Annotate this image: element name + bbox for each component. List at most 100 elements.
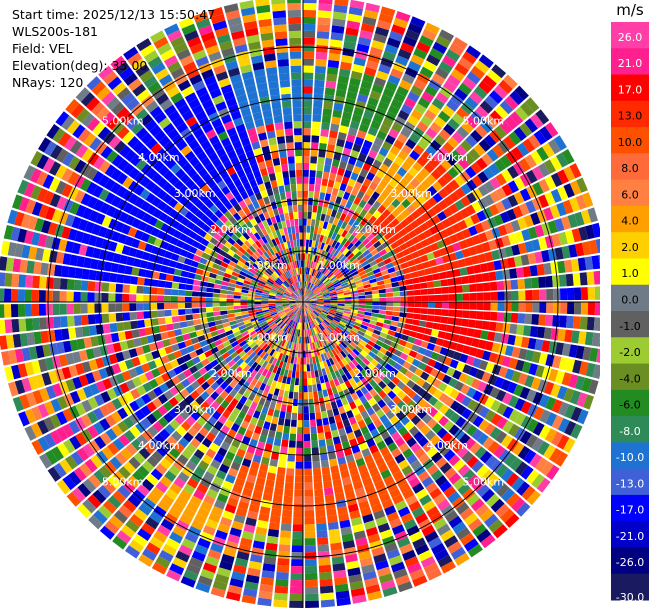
range-gate	[478, 184, 489, 197]
range-gate	[563, 437, 576, 454]
range-gate	[404, 97, 417, 109]
range-gate	[195, 329, 204, 337]
range-gate	[179, 233, 189, 242]
range-gate	[514, 106, 529, 121]
range-gate	[380, 227, 389, 236]
range-gate	[468, 347, 478, 357]
range-gate	[373, 375, 382, 385]
range-gate	[303, 322, 305, 330]
range-gate	[317, 316, 324, 322]
range-gate	[283, 340, 288, 348]
range-gate	[144, 224, 154, 235]
range-gate	[448, 179, 460, 191]
range-gate	[254, 292, 263, 296]
range-gate	[324, 214, 331, 223]
range-gate	[289, 600, 303, 608]
range-gate	[293, 517, 303, 525]
range-gate	[225, 191, 235, 201]
range-gate	[365, 241, 373, 249]
range-gate	[233, 330, 241, 337]
range-gate	[364, 291, 373, 295]
range-gate	[546, 464, 560, 480]
range-gate	[44, 401, 56, 416]
range-gate	[294, 489, 303, 497]
range-gate	[167, 352, 176, 362]
range-gate	[402, 488, 415, 500]
range-gate	[314, 326, 319, 334]
range-gate	[339, 125, 349, 134]
range-gate	[329, 422, 338, 431]
range-gate	[383, 157, 393, 168]
range-gate	[283, 390, 289, 399]
range-gate	[335, 287, 343, 291]
range-gate	[243, 181, 252, 191]
range-gate	[86, 117, 101, 132]
range-gate	[496, 483, 510, 498]
range-gate	[389, 30, 404, 42]
range-gate	[336, 324, 344, 331]
range-gate	[587, 302, 596, 316]
range-gate	[123, 202, 134, 214]
range-gate	[325, 237, 331, 245]
range-gate	[329, 310, 337, 315]
range-gate	[504, 115, 518, 130]
range-gate	[274, 585, 289, 594]
range-gate	[275, 296, 283, 299]
range-gate	[452, 521, 467, 535]
range-gate	[296, 322, 299, 330]
range-gate	[350, 312, 358, 316]
range-gate	[151, 184, 162, 196]
range-gate	[320, 313, 327, 319]
range-gate	[313, 93, 324, 102]
range-gate	[348, 361, 356, 370]
range-gate	[322, 360, 328, 368]
range-gate	[581, 377, 592, 393]
range-gate	[556, 202, 567, 217]
range-gate	[473, 85, 488, 100]
range-gate	[271, 380, 278, 388]
range-gate	[288, 440, 296, 448]
range-gate	[292, 363, 297, 372]
range-gate	[364, 311, 372, 316]
range-gate	[326, 444, 335, 453]
range-gate	[326, 315, 334, 321]
range-gate	[336, 219, 344, 228]
range-gate	[341, 229, 348, 238]
range-gate	[539, 409, 551, 424]
range-gate	[159, 383, 169, 393]
range-gate	[595, 238, 600, 254]
range-gate	[372, 302, 380, 306]
range-gate	[329, 39, 343, 48]
range-gate	[385, 262, 394, 269]
range-gate	[148, 342, 158, 352]
range-gate	[468, 148, 481, 161]
range-gate	[476, 311, 484, 320]
range-gate	[494, 105, 509, 119]
range-gate	[258, 397, 266, 406]
range-gate	[329, 46, 342, 55]
range-gate	[416, 409, 427, 420]
range-gate	[269, 372, 276, 380]
range-gate	[458, 57, 473, 71]
range-gate	[129, 205, 140, 217]
range-gate	[478, 339, 487, 350]
range-gate	[149, 438, 161, 450]
range-gate	[303, 336, 306, 344]
range-gate	[391, 122, 403, 133]
range-gate	[279, 312, 286, 318]
range-gate	[92, 247, 102, 259]
range-gate	[338, 68, 351, 78]
range-gate	[264, 384, 271, 393]
range-gate	[311, 128, 320, 136]
range-gate	[222, 480, 234, 491]
range-gate	[296, 357, 301, 365]
range-gate	[215, 101, 227, 112]
range-gate	[431, 469, 444, 482]
range-gate	[342, 540, 356, 549]
range-gate	[288, 447, 296, 455]
range-gate	[579, 272, 588, 286]
range-gate	[286, 310, 293, 316]
range-gate	[343, 447, 353, 457]
range-gate	[440, 561, 456, 574]
range-gate	[317, 10, 332, 19]
